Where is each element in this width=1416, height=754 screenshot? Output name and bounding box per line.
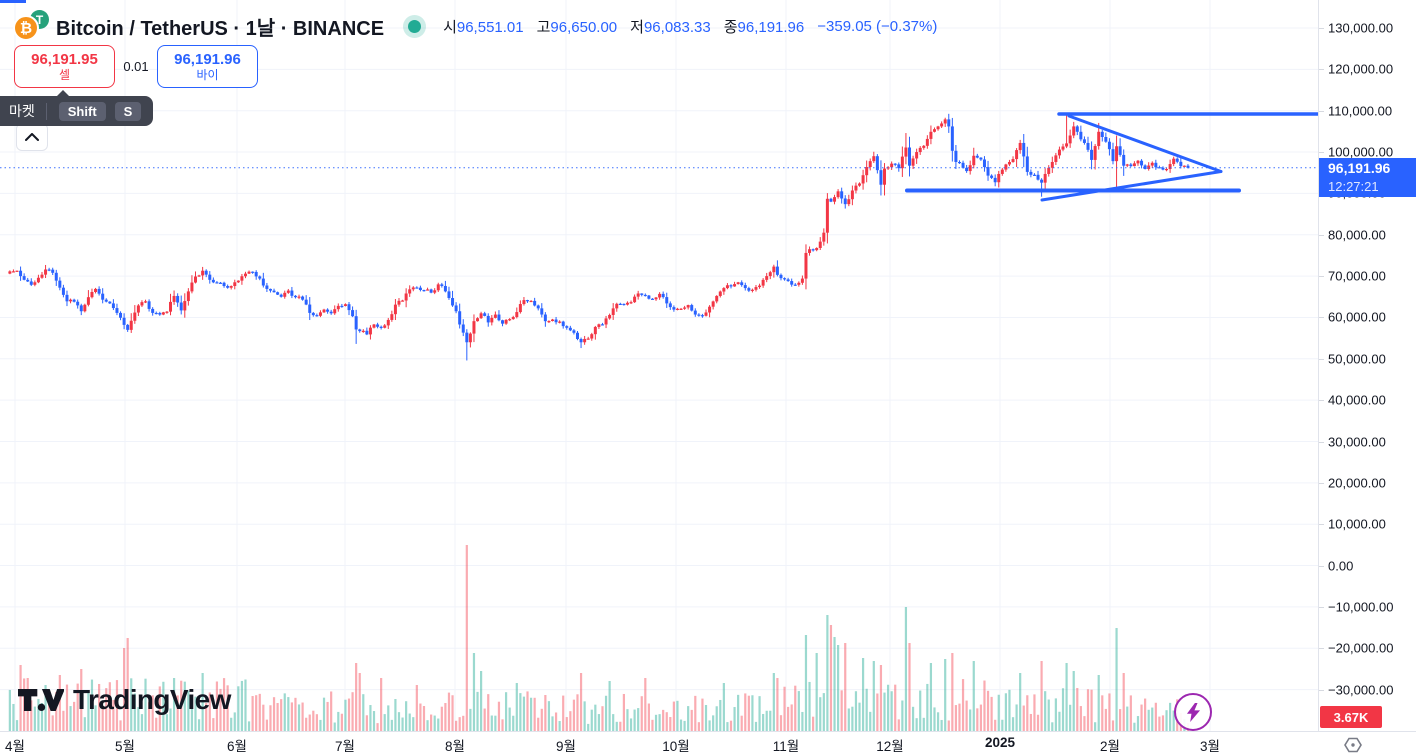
triangle-lower-trendline[interactable]	[1040, 170, 1223, 202]
sell-price: 96,191.95	[31, 50, 98, 68]
time-scale-label: 8월	[445, 739, 465, 754]
tooltip-label: 마켓	[9, 103, 35, 119]
time-scale-label: 4월	[5, 739, 25, 754]
watermark-text: TradingView	[73, 684, 231, 715]
price-axis-tick	[1319, 441, 1324, 443]
triangle-upper-trendline[interactable]	[1067, 114, 1223, 173]
sell-label: 셀	[58, 67, 71, 82]
price-scale-label: −30,000.00	[1328, 682, 1394, 698]
shift-key-badge: Shift	[58, 101, 106, 121]
symbol-title[interactable]: Bitcoin / TetherUS · 1날 · BINANCE	[56, 17, 385, 40]
price-scale-label: 80,000.00	[1328, 227, 1386, 243]
symbol-legend[interactable]: T ₿ Bitcoin / TetherUS · 1날 · BINANCE 시9…	[10, 9, 937, 43]
time-scale-label: 6월	[227, 739, 247, 754]
pine-hexagon-icon[interactable]	[1344, 736, 1362, 754]
price-axis-tick	[1319, 400, 1324, 402]
last-price-label: 96,191.96 12:27:21	[1319, 158, 1416, 197]
price-scale-label: 100,000.00	[1328, 144, 1394, 160]
collapse-widget-button[interactable]	[16, 123, 48, 151]
price-scale-label: 130,000.00	[1328, 20, 1394, 36]
time-scale-label: 3월	[1200, 739, 1220, 754]
ohlc-values: 시96,551.01 고96,650.00 저96,083.33 종96,191…	[443, 16, 937, 37]
high-value: 96,650.00	[550, 18, 618, 36]
high-label: 고	[536, 18, 551, 36]
close-value: 96,191.96	[737, 18, 805, 36]
time-scale-label: 10월	[662, 739, 690, 754]
price-axis-tick	[1319, 110, 1324, 112]
price-axis-tick	[1319, 276, 1324, 278]
price-scale-label: 110,000.00	[1328, 103, 1393, 119]
price-scale-label: 30,000.00	[1328, 434, 1386, 449]
price-scale-label: 20,000.00	[1328, 475, 1386, 491]
price-scale-label: 40,000.00	[1328, 392, 1386, 408]
bar-countdown: 12:27:21	[1328, 179, 1379, 194]
buy-button[interactable]: 96,191.96 바이	[157, 45, 258, 88]
pair-logo: T ₿	[10, 9, 54, 43]
price-axis-tick	[1319, 28, 1324, 29]
open-value: 96,551.01	[456, 18, 524, 36]
time-scale-label: 9월	[556, 739, 576, 754]
price-axis-tick	[1319, 689, 1324, 691]
lightning-icon	[1186, 702, 1200, 722]
spread-value: 0.01	[123, 59, 149, 74]
time-scale-label: 5월	[115, 739, 135, 754]
time-scale-label: 11월	[772, 739, 800, 754]
boost-button[interactable]	[1174, 693, 1212, 731]
time-scale-label: 12월	[876, 739, 904, 754]
price-scale-label: 50,000.00	[1328, 351, 1386, 367]
price-scale-label: 0.00	[1328, 558, 1354, 574]
market-open-dot[interactable]	[408, 19, 422, 33]
tooltip-divider	[45, 102, 47, 120]
price-scale-label: 60,000.00	[1328, 309, 1386, 325]
price-axis-tick	[1319, 234, 1324, 236]
low-label: 저	[630, 18, 644, 36]
open-label: 시	[443, 18, 457, 36]
buy-price: 96,191.96	[174, 50, 241, 68]
price-axis-tick	[1319, 648, 1324, 650]
price-axis-tick	[1319, 524, 1324, 526]
time-scale-label: 2월	[1100, 739, 1120, 754]
price-axis-tick	[1319, 69, 1324, 71]
sell-button[interactable]: 96,191.95 셀	[14, 45, 115, 88]
price-scale-label: −20,000.00	[1328, 640, 1394, 656]
price-axis-tick	[1319, 317, 1324, 319]
tradingview-watermark[interactable]: TradingView	[18, 684, 231, 716]
price-axis-tick	[1319, 358, 1324, 360]
price-scale-label: 120,000.00	[1328, 61, 1394, 77]
time-scale-label: 2025	[984, 735, 1016, 750]
price-axis-tick	[1319, 565, 1324, 567]
trade-widget: 96,191.95 셀 0.01 96,191.96 바이	[14, 45, 258, 88]
last-price-value: 96,191.96	[1328, 160, 1391, 176]
price-axis[interactable]: 96,191.96 12:27:21 3.67K 130,000.00 120,0…	[1318, 0, 1416, 731]
chevron-up-icon	[25, 133, 39, 141]
s-key-badge: S	[114, 101, 142, 121]
tradingview-logo-icon	[18, 688, 64, 712]
price-axis-tick	[1319, 152, 1324, 154]
price-scale-label: 10,000.00	[1328, 516, 1386, 532]
change-value: −359.05 (−0.37%)	[817, 17, 938, 35]
price-axis-tick	[1319, 606, 1324, 608]
time-axis[interactable]: 4월 5월 6월 7월 8월 9월 10월 11월 12월 2025 2월 3월	[0, 731, 1416, 754]
price-scale-label: 70,000.00	[1328, 268, 1386, 284]
price-axis-tick	[1319, 482, 1324, 484]
time-scale-label: 7월	[335, 739, 355, 754]
buy-label: 바이	[196, 67, 219, 82]
volume-badge: 3.67K	[1320, 706, 1382, 728]
close-label: 종	[723, 18, 738, 36]
market-sell-tooltip: 마켓 Shift S	[0, 90, 154, 126]
price-scale-label: −10,000.00	[1328, 599, 1394, 615]
top-edge-loading-bar	[0, 0, 26, 3]
bitcoin-icon: ₿	[13, 15, 39, 41]
low-value: 96,083.33	[643, 18, 711, 36]
tooltip-arrow	[56, 90, 70, 97]
